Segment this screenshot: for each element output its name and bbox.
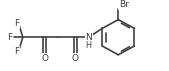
Text: O: O <box>71 54 79 63</box>
Text: F: F <box>14 19 19 28</box>
Text: Br: Br <box>119 0 129 9</box>
Text: O: O <box>41 54 48 63</box>
Text: N: N <box>85 33 92 42</box>
Text: H: H <box>86 41 92 50</box>
Text: F: F <box>14 47 19 56</box>
Text: F: F <box>8 33 13 42</box>
